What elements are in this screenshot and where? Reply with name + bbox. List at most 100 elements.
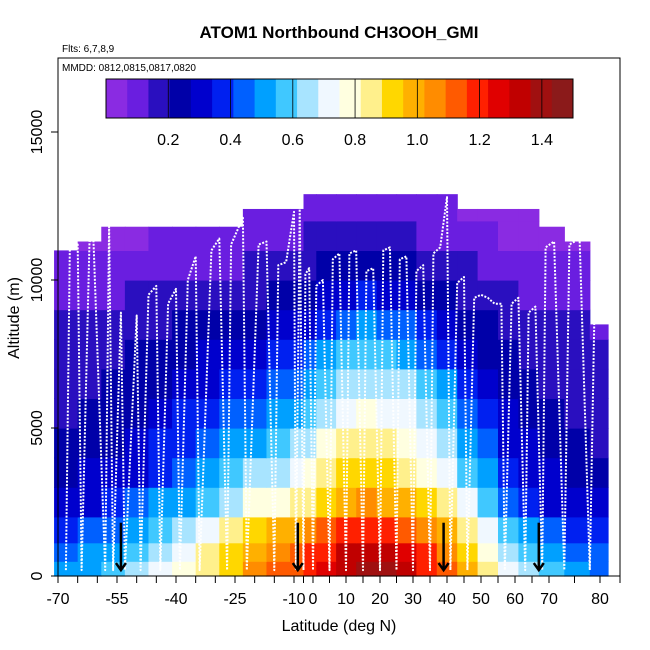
heatmap-cell xyxy=(538,280,565,311)
heatmap-cell xyxy=(564,309,591,340)
heatmap-cell xyxy=(396,368,417,399)
x-tick-label: 10 xyxy=(337,591,355,608)
heatmap-cell xyxy=(77,241,102,251)
heatmap-cell xyxy=(195,561,220,577)
heatmap-cell xyxy=(290,280,305,311)
heatmap-cell xyxy=(172,339,197,370)
heatmap-cell xyxy=(538,250,565,281)
heatmap-cell xyxy=(498,250,519,281)
y-axis: 0 5000 10000 15000 xyxy=(29,58,59,580)
heatmap-cell xyxy=(172,398,197,429)
heatmap-cell xyxy=(376,220,398,251)
heatmap-cell xyxy=(498,220,519,251)
colorbar-segment xyxy=(127,79,149,118)
heatmap-cell xyxy=(538,398,565,429)
heatmap-cell xyxy=(376,542,398,562)
heatmap-cell xyxy=(303,220,317,251)
heatmap-cell xyxy=(589,561,609,577)
heatmap-cell xyxy=(477,309,499,340)
heatmap-cell xyxy=(518,368,540,399)
heatmap-cell xyxy=(242,309,268,340)
heatmap-cell xyxy=(498,339,519,370)
heatmap-cell xyxy=(316,516,337,544)
x-tick-label: -55 xyxy=(105,591,128,608)
heatmap-cell xyxy=(477,487,499,518)
heatmap-cell xyxy=(457,250,479,281)
x-tick-label: -40 xyxy=(164,591,187,608)
profile-arrow-head xyxy=(291,562,304,573)
heatmap-cell xyxy=(124,280,150,311)
heatmap-cell xyxy=(77,339,102,370)
heatmap-cell xyxy=(457,368,479,399)
heatmap-cell xyxy=(436,542,458,562)
heatmap-cell xyxy=(124,226,150,251)
heatmap-cell xyxy=(77,457,102,488)
heatmap-cell xyxy=(396,516,417,544)
heatmap-cell xyxy=(416,309,438,340)
heatmap-cell xyxy=(518,487,540,518)
heatmap-cell xyxy=(172,516,197,544)
heatmap-cell xyxy=(195,542,220,562)
heatmap-cell xyxy=(436,368,458,399)
heatmap-cell xyxy=(396,339,417,370)
heatmap-cell xyxy=(477,208,499,222)
heatmap-cell xyxy=(195,250,220,281)
chart-title: ATOM1 Northbound CH3OOH_GMI xyxy=(200,23,479,42)
heatmap-cell xyxy=(266,457,291,488)
heatmap-cell xyxy=(77,561,102,577)
profile-arrow-head xyxy=(437,562,450,573)
heatmap-cell xyxy=(336,309,357,340)
heatmap-cell xyxy=(336,280,357,311)
heatmap-cell xyxy=(77,309,102,340)
heatmap-cell xyxy=(477,220,499,251)
heatmap-cell xyxy=(77,398,102,429)
dates-annotation: MMDD: 0812,0815,0817,0820 xyxy=(62,63,196,74)
heatmap-cell xyxy=(356,398,378,429)
heatmap-cell xyxy=(498,561,519,577)
heatmap-cell xyxy=(589,398,609,429)
colorbar-segment xyxy=(381,79,404,118)
x-tick-label: -10 xyxy=(282,591,305,608)
x-tick-label: 20 xyxy=(371,591,389,608)
heatmap-cell xyxy=(195,457,220,488)
heatmap-cell xyxy=(219,339,244,370)
heatmap-cell xyxy=(356,561,378,577)
heatmap-cell xyxy=(564,561,591,577)
heatmap-cell xyxy=(538,309,565,340)
heatmap-cell xyxy=(124,561,150,577)
heatmap-cell xyxy=(242,561,268,577)
heatmap-cell xyxy=(336,487,357,518)
colorbar-tick-label: 1.4 xyxy=(531,132,553,149)
colorbar-segment xyxy=(488,79,510,118)
heatmap-cell xyxy=(518,398,540,429)
heatmap-cell xyxy=(101,250,126,281)
heatmap-cell xyxy=(436,561,458,577)
heatmap-cell xyxy=(316,561,337,577)
heatmap-cell xyxy=(101,428,126,459)
heatmap-cell xyxy=(219,516,244,544)
heatmap-cell xyxy=(303,457,317,488)
heatmap-cell xyxy=(518,561,540,577)
heatmap-cell xyxy=(457,457,479,488)
heatmap-cell xyxy=(219,561,244,577)
heatmap-cell xyxy=(124,516,150,544)
profile-arrow-head xyxy=(532,562,545,573)
heatmap-cell xyxy=(457,220,479,251)
heatmap-cell xyxy=(316,542,337,562)
heatmap-cell xyxy=(290,428,305,459)
heatmap-cell xyxy=(148,339,173,370)
heatmap-cell xyxy=(316,487,337,518)
heatmap-cell xyxy=(219,542,244,562)
colorbar-segment xyxy=(424,79,447,118)
heatmap-cell xyxy=(564,542,591,562)
heatmap-cell xyxy=(518,250,540,281)
heatmap-cell xyxy=(195,226,220,251)
heatmap-cell xyxy=(589,428,609,459)
colorbar-segment xyxy=(509,79,532,118)
colorbar-segment xyxy=(233,79,256,118)
heatmap-cell xyxy=(498,368,519,399)
heatmap-cell xyxy=(589,339,609,370)
heatmap-cell xyxy=(376,368,398,399)
heatmap-cell xyxy=(77,542,102,562)
heatmap-cell xyxy=(219,309,244,340)
